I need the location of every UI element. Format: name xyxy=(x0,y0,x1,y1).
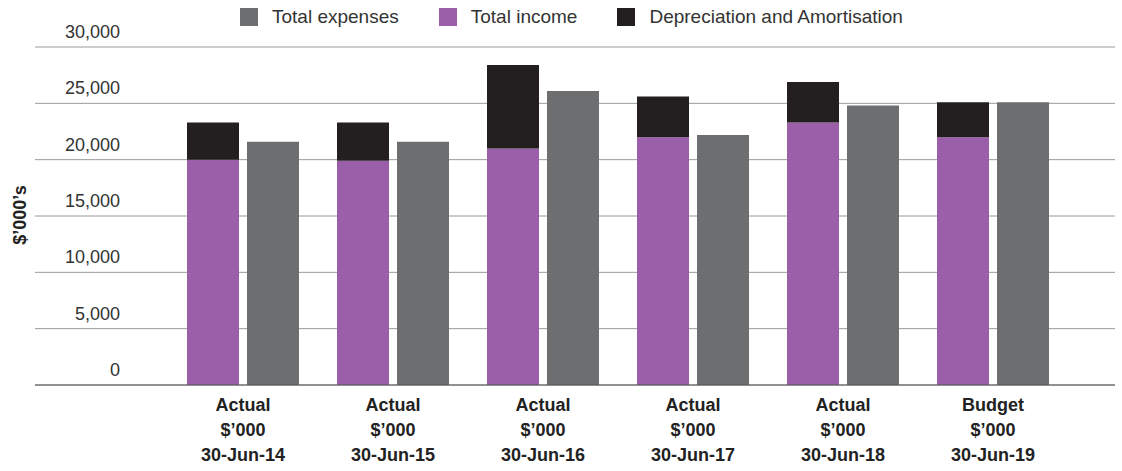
svg-text:10,000: 10,000 xyxy=(65,247,120,267)
svg-text:Budget$’00030-Jun-19: Budget$’00030-Jun-19 xyxy=(951,395,1035,465)
html-text:Total expenses: Total expenses xyxy=(272,6,399,27)
html-text:Depreciation and Amortisation: Depreciation and Amortisation xyxy=(649,6,903,27)
html-text:Total income: Total income xyxy=(470,6,578,27)
svg-text:Actual$’00030-Jun-14: Actual$’00030-Jun-14 xyxy=(201,395,285,465)
svg-text:20,000: 20,000 xyxy=(65,135,120,155)
svg-text:30,000: 30,000 xyxy=(65,22,120,42)
svg-text:Actual$’00030-Jun-18: Actual$’00030-Jun-18 xyxy=(801,395,885,465)
svg-text:0: 0 xyxy=(110,360,120,380)
svg-text:5,000: 5,000 xyxy=(75,304,120,324)
svg-text:Actual$’00030-Jun-15: Actual$’00030-Jun-15 xyxy=(351,395,435,465)
html-text:$’000’s: $’000’s xyxy=(9,185,30,245)
svg-text:Actual$’00030-Jun-17: Actual$’00030-Jun-17 xyxy=(651,395,735,465)
svg-text:15,000: 15,000 xyxy=(65,191,120,211)
svg-text:Actual$’00030-Jun-16: Actual$’00030-Jun-16 xyxy=(501,395,585,465)
svg-text:25,000: 25,000 xyxy=(65,78,120,98)
